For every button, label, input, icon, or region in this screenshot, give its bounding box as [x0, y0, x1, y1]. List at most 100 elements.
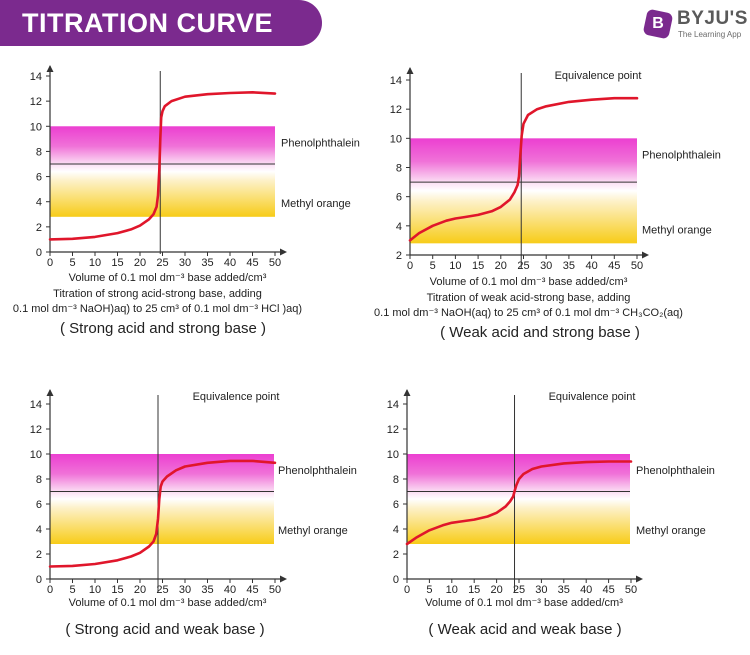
x-tick-label: 45 — [246, 257, 258, 269]
chart-weak-strong: 2 4 6 8 10 12 14 0 5 10 15 20 25 30 35 40 45 50 Equivalenc… — [374, 67, 721, 341]
x-tick-label: 40 — [585, 260, 597, 272]
x-tick-label: 35 — [201, 257, 213, 269]
y-tick-label: 10 — [30, 449, 42, 461]
x-tick-label: 0 — [47, 257, 53, 269]
chart-strong-weak: 0 2 4 6 8 10 12 14 0 5 10 15 20 25 30 35 40 45 50 Equivalen… — [30, 389, 357, 638]
x-tick-label: 25 — [513, 584, 525, 596]
x-tick-label: 0 — [404, 584, 410, 596]
chart-caption-line: Titration of weak acid-strong base, addi… — [427, 292, 631, 304]
x-tick-label: 40 — [580, 584, 592, 596]
x-tick-label: 20 — [134, 257, 146, 269]
y-tick-label: 6 — [396, 192, 402, 204]
equivalence-label: Equivalence point — [193, 391, 280, 403]
x-tick-label: 35 — [563, 260, 575, 272]
chart-title: ( Weak acid and weak base ) — [428, 621, 621, 638]
chart-caption-line: 0.1 mol dm⁻³ NaOH)aq) to 25 cm³ of 0.1 m… — [13, 303, 302, 315]
x-tick-label: 20 — [134, 584, 146, 596]
x-tick-label: 15 — [111, 257, 123, 269]
x-tick-label: 0 — [407, 260, 413, 272]
x-tick-label: 5 — [430, 260, 436, 272]
x-tick-label: 45 — [246, 584, 258, 596]
phenolphthalein-label: Phenolphthalein — [642, 149, 721, 161]
x-tick-label: 50 — [269, 257, 281, 269]
x-tick-label: 10 — [89, 584, 101, 596]
page-title: TITRATION CURVE — [22, 8, 274, 38]
ph-curve — [408, 96, 639, 242]
y-tick-label: 14 — [390, 75, 402, 87]
x-axis-arrow-icon — [636, 575, 643, 583]
chart-caption-line: Titration of strong acid-strong base, ad… — [53, 288, 262, 300]
y-tick-label: 14 — [30, 399, 42, 411]
y-tick-label: 0 — [36, 247, 42, 259]
y-tick-label: 8 — [36, 474, 42, 486]
y-tick-label: 10 — [387, 449, 399, 461]
y-tick-label: 12 — [30, 424, 42, 436]
x-tick-label: 50 — [625, 584, 637, 596]
y-tick-label: 10 — [390, 133, 402, 145]
x-axis-label: Volume of 0.1 mol dm⁻³ base added/cm³ — [430, 276, 628, 288]
x-tick-label: 25 — [156, 257, 168, 269]
chart-title: ( Weak acid and strong base ) — [440, 324, 640, 341]
x-tick-label: 35 — [558, 584, 570, 596]
y-tick-label: 6 — [393, 499, 399, 511]
y-tick-label: 8 — [36, 146, 42, 158]
y-tick-label: 8 — [396, 163, 402, 175]
x-tick-label: 25 — [156, 584, 168, 596]
y-tick-label: 12 — [30, 96, 42, 108]
logo-letter: B — [652, 15, 664, 32]
indicator-band — [50, 454, 274, 544]
phenolphthalein-label: Phenolphthalein — [278, 465, 357, 477]
x-tick-label: 5 — [69, 257, 75, 269]
ph-curve — [48, 459, 277, 568]
equivalence-label: Equivalence point — [549, 391, 636, 403]
x-tick-label: 15 — [468, 584, 480, 596]
y-tick-label: 2 — [393, 549, 399, 561]
methyl-orange-label: Methyl orange — [281, 198, 351, 210]
x-axis-arrow-icon — [280, 248, 287, 256]
x-axis-label: Volume of 0.1 mol dm⁻³ base added/cm³ — [69, 597, 267, 609]
y-tick-label: 14 — [30, 71, 42, 83]
x-tick-label: 10 — [449, 260, 461, 272]
x-tick-label: 50 — [269, 584, 281, 596]
y-tick-label: 12 — [390, 104, 402, 116]
y-axis-arrow-icon — [403, 389, 411, 396]
phenolphthalein-label: Phenolphthalein — [281, 137, 360, 149]
y-tick-label: 6 — [36, 172, 42, 184]
ph-curve — [48, 91, 277, 241]
chart-strong-strong: 0 2 4 6 8 10 12 14 0 5 10 15 20 25 30 35 40 45 50 Phenolpht… — [13, 65, 360, 337]
x-tick-label: 10 — [89, 257, 101, 269]
phenolphthalein-label: Phenolphthalein — [636, 465, 715, 477]
x-tick-label: 5 — [69, 584, 75, 596]
x-tick-label: 40 — [224, 257, 236, 269]
x-tick-label: 35 — [201, 584, 213, 596]
y-tick-label: 6 — [36, 499, 42, 511]
chart-caption-line: 0.1 mol dm⁻³ NaOH(aq) to 25 cm³ of 0.1 m… — [374, 307, 683, 319]
y-axis-arrow-icon — [406, 67, 414, 74]
x-axis-label: Volume of 0.1 mol dm⁻³ base added/cm³ — [69, 272, 267, 284]
x-tick-label: 30 — [540, 260, 552, 272]
x-axis-label: Volume of 0.1 mol dm⁻³ base added/cm³ — [425, 597, 623, 609]
byjus-logo: B BYJU'S The Learning App — [642, 8, 747, 42]
y-tick-label: 0 — [36, 574, 42, 586]
indicator-band — [410, 138, 637, 244]
y-tick-label: 10 — [30, 121, 42, 133]
equivalence-label: Equivalence point — [555, 70, 642, 82]
x-axis-arrow-icon — [642, 251, 649, 259]
x-tick-label: 20 — [495, 260, 507, 272]
x-tick-label: 15 — [472, 260, 484, 272]
x-tick-label: 20 — [490, 584, 502, 596]
y-tick-label: 8 — [393, 474, 399, 486]
ph-curve — [405, 460, 633, 546]
y-tick-label: 2 — [396, 250, 402, 262]
methyl-orange-label: Methyl orange — [278, 525, 348, 537]
y-axis-arrow-icon — [46, 389, 54, 396]
indicator-band — [407, 454, 630, 544]
y-tick-label: 14 — [387, 399, 399, 411]
title-banner: TITRATION CURVE — [0, 0, 322, 46]
y-tick-label: 2 — [36, 222, 42, 234]
indicator-band — [50, 126, 275, 217]
x-tick-label: 45 — [602, 584, 614, 596]
x-tick-label: 0 — [47, 584, 53, 596]
x-tick-label: 15 — [111, 584, 123, 596]
x-tick-label: 30 — [179, 584, 191, 596]
